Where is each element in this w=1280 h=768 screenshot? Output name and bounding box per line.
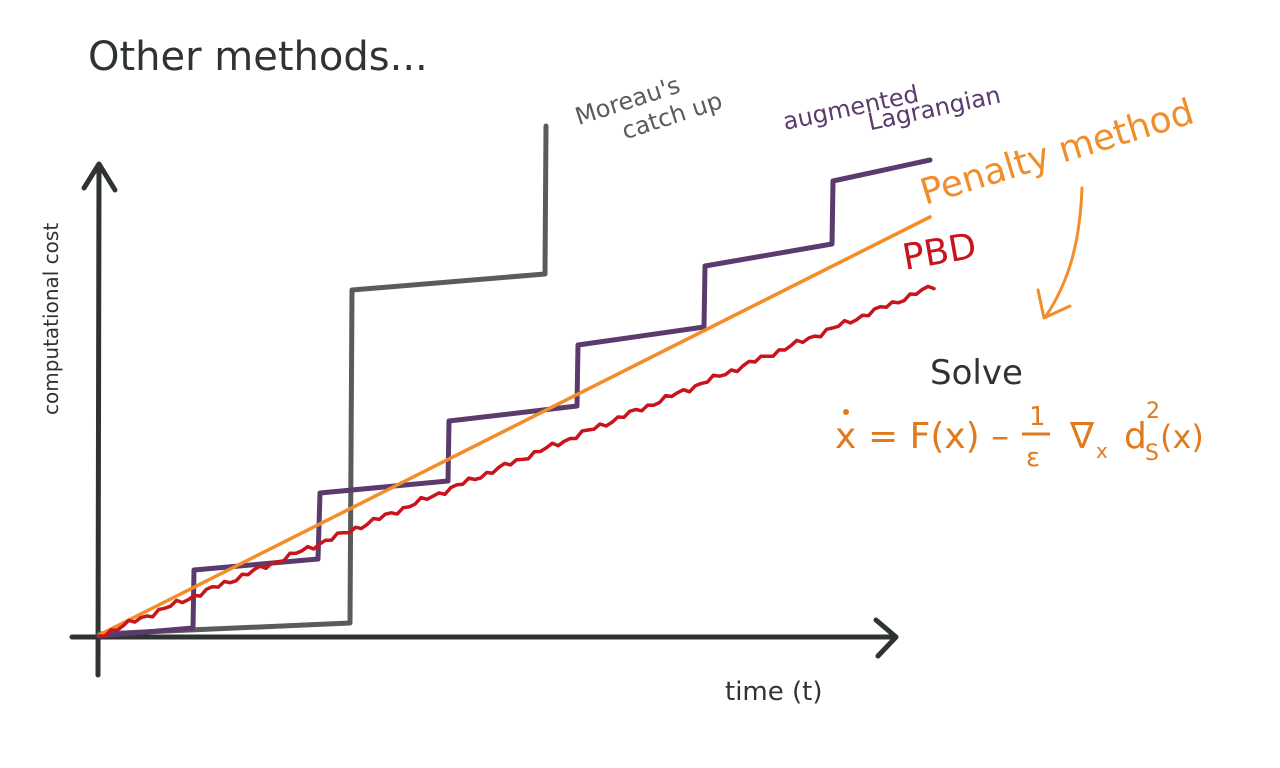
solve-label: Solve	[930, 353, 1023, 393]
equation-d: d	[1124, 416, 1147, 457]
y-axis-label: computational cost	[39, 223, 63, 415]
equation-rhs: = F(x) –	[868, 416, 1009, 457]
equation-lhs: x	[835, 416, 856, 457]
moreau-label: Moreau's catch up	[572, 71, 726, 145]
equation: x = F(x) – 1 ε ∇ x d S 2 (x)	[835, 399, 1204, 473]
moreau-curve	[96, 123, 549, 637]
penalty-arrow-head	[1036, 288, 1072, 320]
equation-d-sup: 2	[1146, 399, 1160, 424]
equation-d-arg: (x)	[1160, 418, 1204, 456]
equation-nabla-sub: x	[1096, 439, 1108, 463]
diagram-title: Other methods...	[88, 34, 428, 80]
equation-frac-num: 1	[1029, 402, 1046, 432]
equation-nabla: ∇	[1069, 416, 1095, 457]
y-axis-arrowhead	[81, 161, 118, 193]
penalty-method-line	[97, 215, 932, 637]
y-axis-line	[95, 165, 102, 678]
equation-dot	[843, 409, 849, 415]
augmented-lagrangian-curve	[96, 157, 933, 639]
x-axis-label: time (t)	[725, 677, 823, 707]
equation-frac-den: ε	[1026, 443, 1040, 473]
pbd-label: PBD	[899, 226, 979, 279]
x-axis-arrowhead	[873, 617, 899, 659]
pbd-line	[97, 284, 936, 638]
penalty-arrow	[1036, 186, 1084, 320]
penalty-arrow-shaft	[1044, 186, 1084, 318]
augmented-label: augmented Lagrangian	[780, 80, 1003, 136]
equation-d-sub: S	[1145, 441, 1159, 466]
axes	[69, 161, 899, 678]
